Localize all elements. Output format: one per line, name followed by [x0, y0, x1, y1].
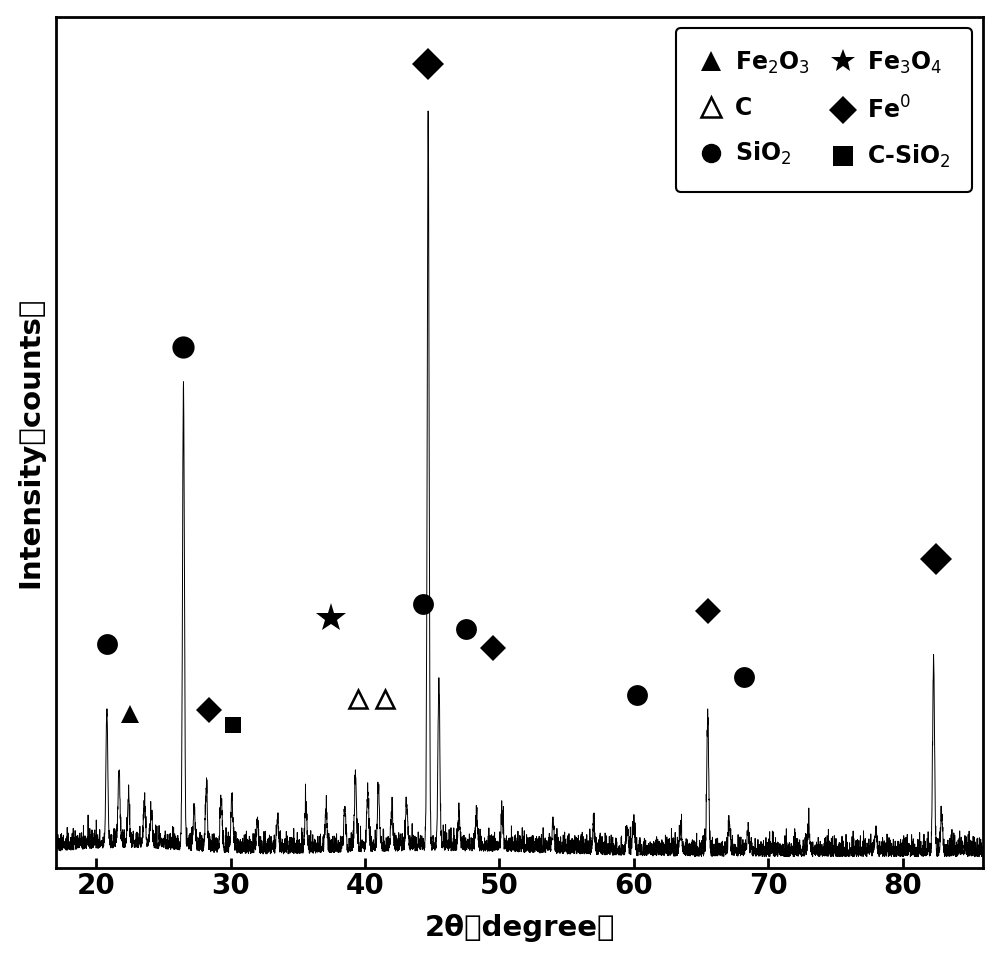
X-axis label: 2θ（degree）: 2θ（degree） — [424, 914, 615, 943]
Legend: Fe$_2$O$_3$, C, SiO$_2$, Fe$_3$O$_4$, Fe$^0$, C-SiO$_2$: Fe$_2$O$_3$, C, SiO$_2$, Fe$_3$O$_4$, Fe… — [676, 29, 972, 192]
Y-axis label: Intensity（counts）: Intensity（counts） — [17, 296, 45, 588]
